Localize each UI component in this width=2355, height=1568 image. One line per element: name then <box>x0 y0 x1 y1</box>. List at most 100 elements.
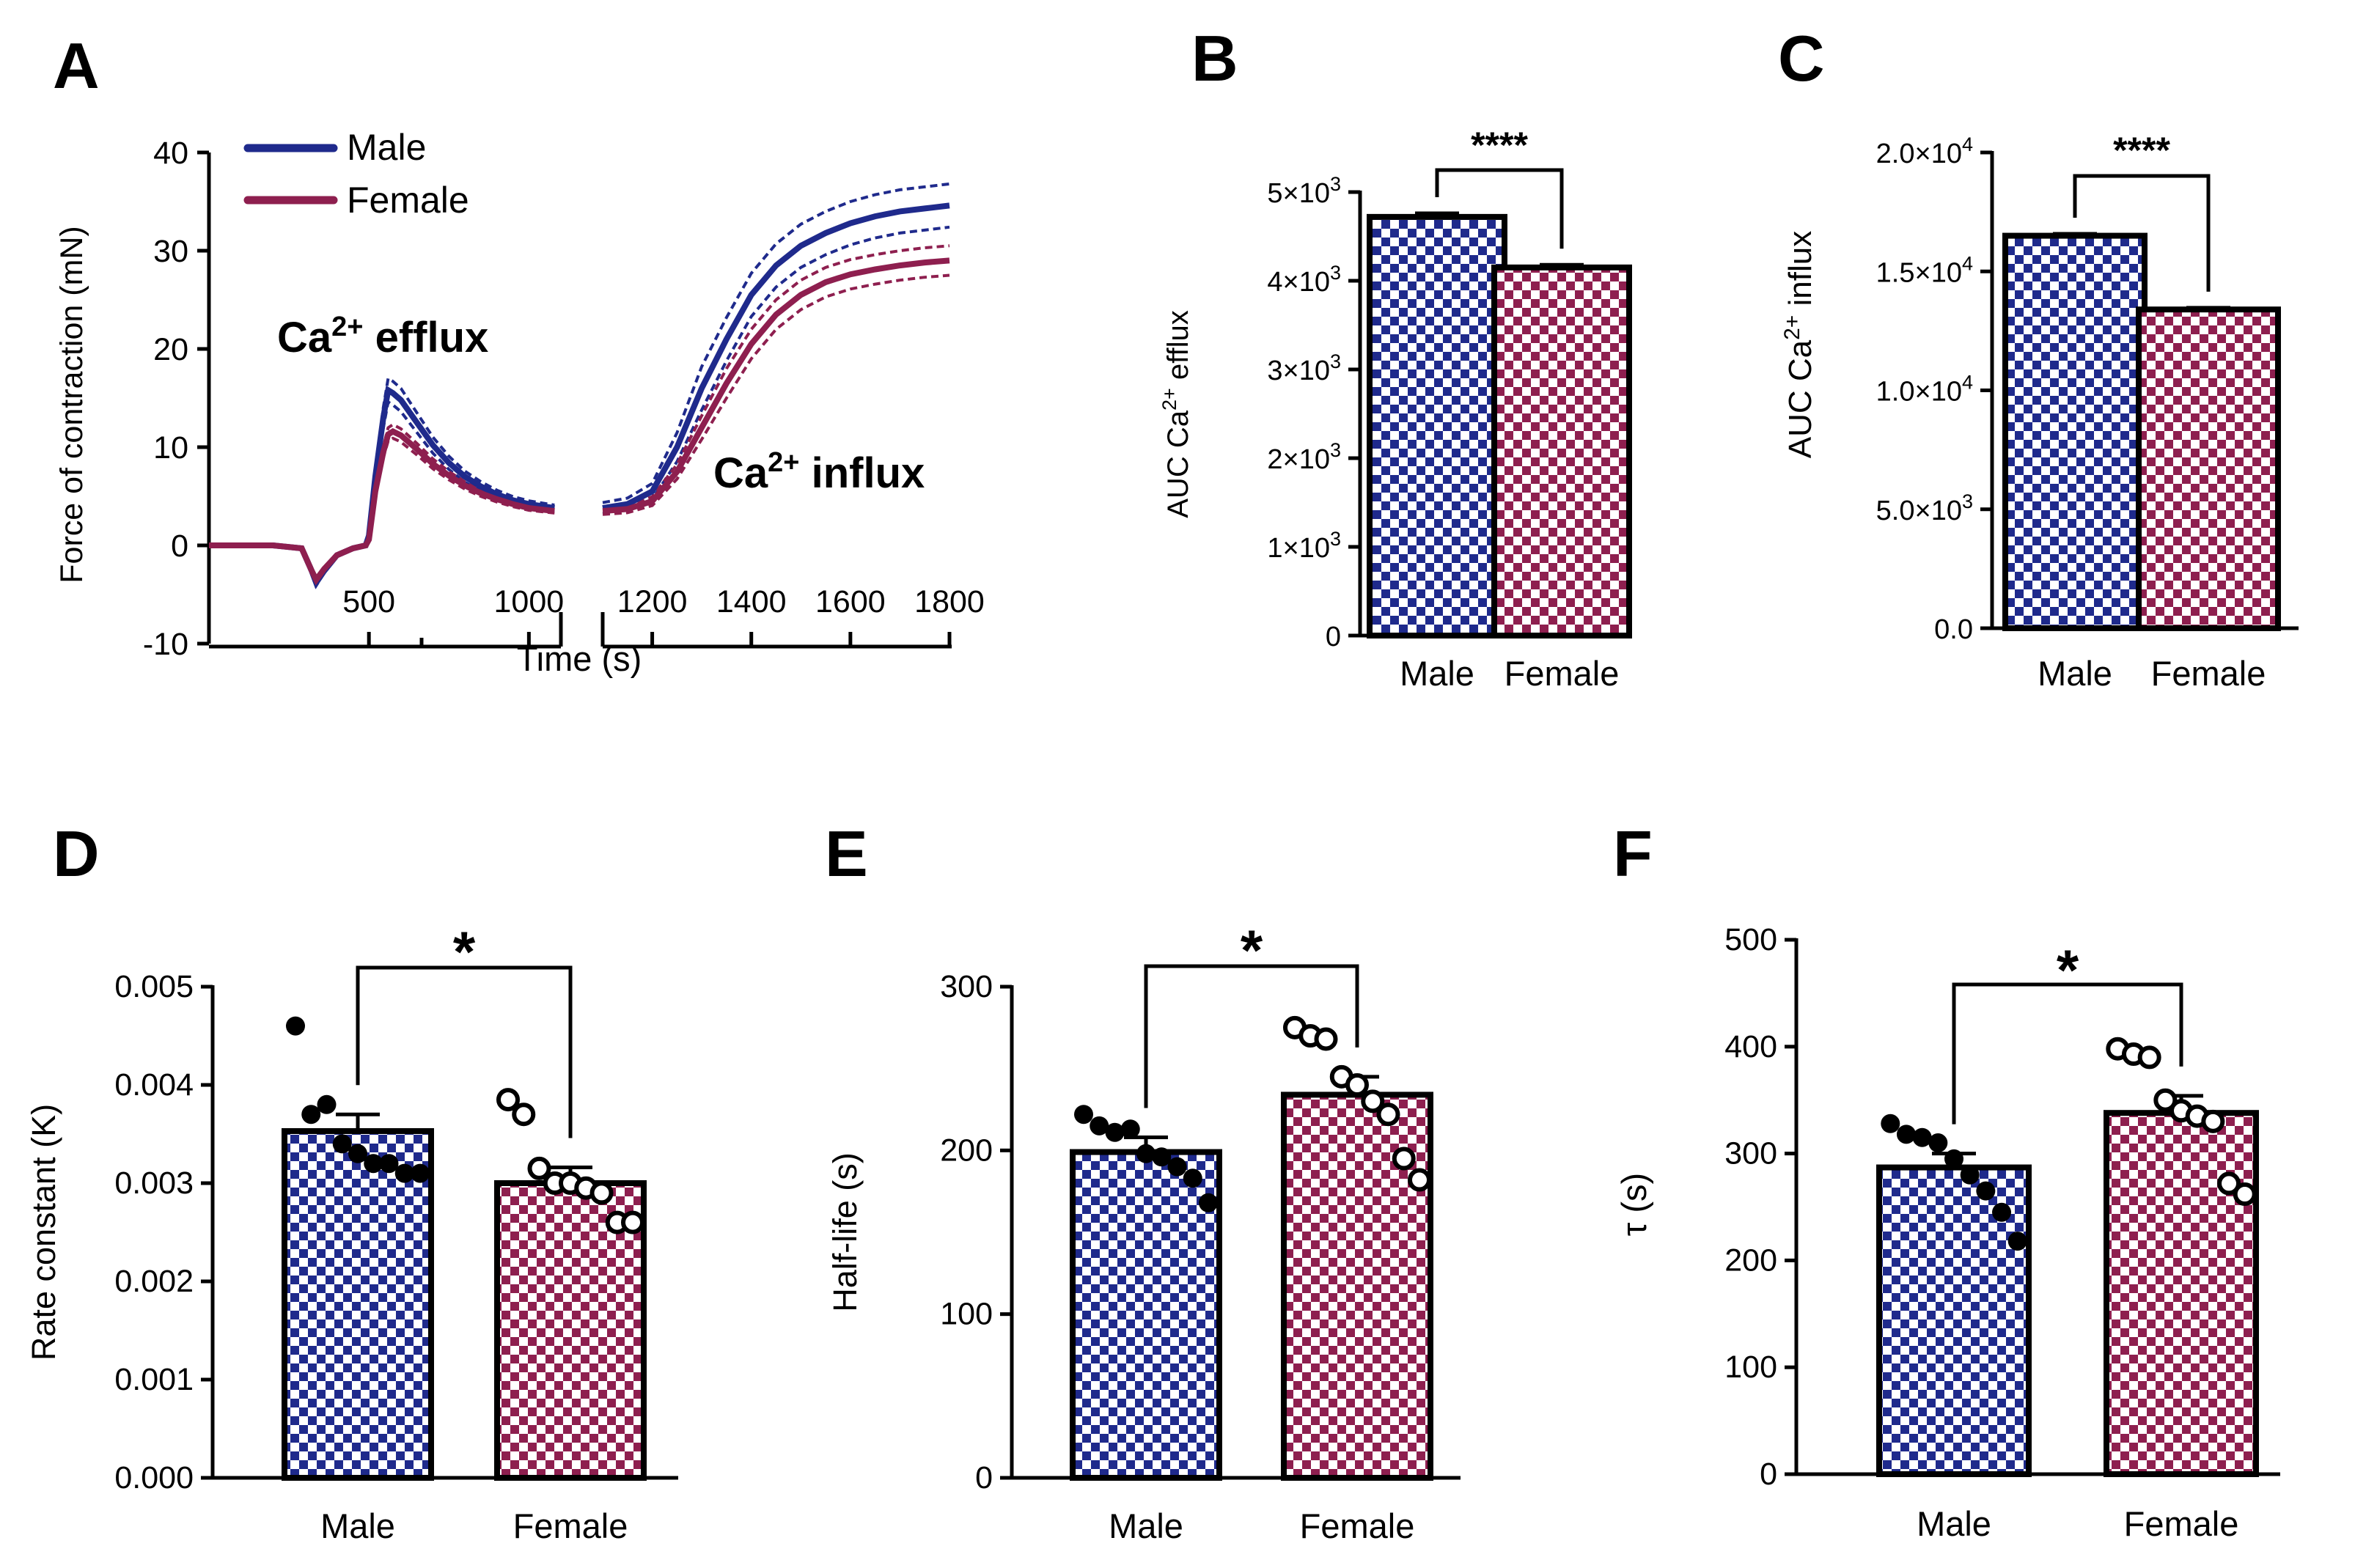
male-sem-lower <box>602 225 950 515</box>
panel-d-point-female <box>589 1181 614 1205</box>
panel-a-y-tick-label: 0 <box>171 529 188 564</box>
panel-b-bar-female <box>1491 264 1632 638</box>
panel-c-category-label-female: Female <box>2151 654 2266 693</box>
panel-d-significance-bracket <box>356 965 573 1138</box>
panel-a-x-tick-label: 1800 <box>914 584 985 619</box>
panel-b-y-tick-label: 5×103 <box>1267 173 1341 209</box>
panel-a-x-tick-label: 1200 <box>617 584 688 619</box>
female-sem-upper <box>602 244 950 509</box>
panel-f-point-male <box>1928 1133 1948 1153</box>
panel-d-y-tick-label: 0.001 <box>114 1362 194 1397</box>
panel-e-point-male <box>1074 1105 1093 1125</box>
panel-e-point-female <box>1408 1168 1431 1192</box>
panel-f-point-male <box>1992 1202 2012 1222</box>
panel-e-bar-male <box>1070 1149 1222 1481</box>
panel-a-x-tick-label: 1600 <box>815 584 886 619</box>
panel-a-y-tick-label: 30 <box>153 234 188 269</box>
panel-d-point-female <box>621 1210 644 1234</box>
panel-d-y-tick-label: 0.004 <box>114 1067 194 1103</box>
panel-d-point-male <box>348 1144 367 1163</box>
panel-label-b: B <box>1191 22 1238 95</box>
panel-e-point-male <box>1090 1116 1109 1135</box>
panel-d-significance-label: * <box>453 919 476 984</box>
panel-f-point-male <box>1960 1165 1980 1185</box>
panel-d-point-male <box>379 1154 399 1174</box>
panel-c-bar-male <box>2002 232 2148 631</box>
panel-f-y-tick-label: 200 <box>1724 1243 1777 1278</box>
panel-label-a: A <box>53 29 100 102</box>
panel-a-x-tick-label: 1400 <box>716 584 787 619</box>
legend-male-label: Male <box>347 127 426 168</box>
panel-c-y-tick-label: 1.0×104 <box>1876 372 1973 408</box>
panel-label-f: F <box>1613 817 1653 890</box>
panel-b-y-tick-label: 0 <box>1326 622 1341 652</box>
panel-d-point-male <box>286 1016 305 1036</box>
panel-label-d: D <box>53 817 100 890</box>
panel-f-category-label-male: Male <box>1917 1504 1991 1543</box>
panel-a-legend: Male Female <box>243 127 469 221</box>
female-series-line-influx <box>602 257 950 515</box>
panel-f-point-female <box>2137 1045 2161 1070</box>
panel-f-point-female <box>2233 1182 2257 1207</box>
panel-b-y-tick-label: 2×103 <box>1267 439 1341 475</box>
panel-f-significance-bracket <box>1952 982 2183 1125</box>
panel-e-point-male <box>1199 1193 1218 1212</box>
panel-label-c: C <box>1778 22 1825 95</box>
legend-female-label: Female <box>347 180 469 221</box>
panel-f-y-tick-label: 0 <box>1760 1457 1777 1492</box>
panel-c-category-label-male: Male <box>2038 654 2112 693</box>
annotation-ca-influx: Ca2+ influx <box>713 447 925 497</box>
panel-f-y-tick-label: 500 <box>1724 922 1777 957</box>
panel-f-y-axis-label: τ (s) <box>1614 1173 1653 1236</box>
male-sem-upper <box>602 182 950 504</box>
panel-d-point-female <box>512 1103 536 1127</box>
panel-d-category-label-male: Male <box>320 1506 395 1545</box>
panel-label-e: E <box>825 817 868 890</box>
panel-d-point-male <box>394 1163 414 1183</box>
panel-d-category-label-female: Female <box>513 1506 628 1545</box>
panel-f-y-tick-label: 300 <box>1724 1136 1777 1171</box>
panel-f-y-tick-label: 400 <box>1724 1029 1777 1064</box>
panel-d-point-female <box>496 1088 520 1112</box>
panel-d-y-tick-label: 0.003 <box>114 1166 194 1201</box>
chart-panel-c: 0.0 5.0×103 1.0×104 1.5×104 2.0×104 AUC Ca2+ … <box>1780 130 2299 693</box>
panel-f-significance-label: * <box>2057 938 2079 1002</box>
panel-c-significance-bracket <box>2073 174 2211 292</box>
panel-e-point-female <box>1345 1073 1369 1097</box>
panel-c-significance-label: **** <box>2113 130 2170 171</box>
female-sem-lower <box>602 273 950 516</box>
panel-e-point-female <box>1376 1103 1400 1127</box>
panel-e-y-axis-label: Half-life (s) <box>826 1152 864 1312</box>
panel-a-x-tick-label: 500 <box>342 584 395 619</box>
panel-b-category-label-male: Male <box>1400 654 1474 693</box>
panel-d-point-male <box>301 1105 321 1125</box>
panel-e-point-male <box>1120 1119 1140 1139</box>
panel-b-y-tick-label: 3×103 <box>1267 350 1341 386</box>
panel-e-significance-bracket <box>1144 964 1359 1108</box>
panel-e-point-female <box>1392 1146 1416 1171</box>
panel-d-point-male <box>317 1094 337 1114</box>
chart-panel-b: 0 1×103 2×103 3×103 4×103 5×103 AUC Ca2+ efflu… <box>1158 125 1632 693</box>
panel-e-point-male <box>1105 1122 1125 1142</box>
annotation-ca-efflux: Ca2+ efflux <box>277 312 488 361</box>
chart-panel-d: 0.000 0.001 0.002 0.003 0.004 0.005 Rate const… <box>25 919 678 1545</box>
panel-e-point-male <box>1183 1168 1202 1188</box>
panel-a-x-tick-label: 1000 <box>494 584 565 619</box>
panel-d-y-tick-label: 0.005 <box>114 969 194 1004</box>
panel-e-significance-label: * <box>1241 918 1263 982</box>
panel-d-y-axis-label: Rate constant (K) <box>25 1104 62 1361</box>
panel-d-point-male <box>364 1154 383 1174</box>
panel-d-point-male <box>411 1163 430 1183</box>
panel-c-y-tick-label: 2.0×104 <box>1876 133 1973 169</box>
chart-panel-a: -10 0 10 20 30 40 500 1000 1200 1400 1600 1800 Male… <box>54 127 985 678</box>
panel-c-y-tick-label: 0.0 <box>1934 614 1973 645</box>
panel-a-x-axis-label: Time (s) <box>517 639 642 678</box>
panel-d-y-tick-label: 0.002 <box>114 1264 194 1299</box>
chart-panel-f: 0 100 200 300 400 500 τ (s) Male Female * <box>1614 922 2280 1543</box>
panel-c-y-tick-label: 5.0×103 <box>1876 490 1973 526</box>
panel-e-category-label-male: Male <box>1109 1506 1183 1545</box>
panel-a-y-tick-label: 20 <box>153 332 188 367</box>
panel-f-point-male <box>1944 1149 1963 1168</box>
panel-b-significance-label: **** <box>1471 125 1528 166</box>
panel-e-category-label-female: Female <box>1300 1506 1415 1545</box>
